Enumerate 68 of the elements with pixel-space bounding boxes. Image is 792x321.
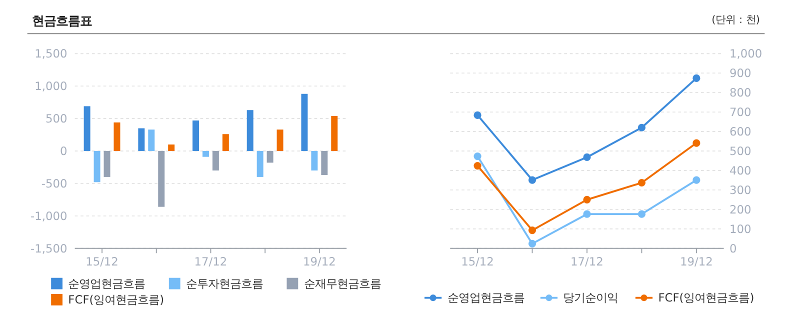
- legend-label: 순재무현금흐름: [304, 276, 381, 290]
- point: [692, 176, 700, 184]
- y-tick-label: 100: [730, 222, 752, 236]
- legend-label: 당기순이익: [563, 290, 618, 305]
- point: [638, 124, 646, 132]
- bar: [94, 151, 100, 182]
- bar: [276, 130, 284, 151]
- point: [638, 178, 646, 187]
- point: [528, 226, 536, 234]
- bar: [104, 151, 110, 177]
- x-tick-label: 19/12: [680, 254, 713, 268]
- point: [528, 176, 536, 184]
- point: [692, 74, 700, 82]
- x-tick-label: 15/12: [461, 254, 494, 268]
- y-tick-label: 400: [730, 163, 752, 178]
- y-tick-label: 1,000: [730, 46, 762, 61]
- point: [474, 111, 482, 119]
- bar: [202, 151, 209, 157]
- chart-title: 현금흐름표: [32, 14, 92, 28]
- y-tick-label: 900: [730, 66, 752, 80]
- bar: [311, 151, 318, 170]
- bar: [256, 151, 264, 177]
- point: [583, 196, 591, 204]
- text: (단위 : 천): [712, 14, 760, 26]
- bar: [246, 110, 254, 151]
- x-tick-label: 17/12: [570, 254, 604, 268]
- y-tick-label: 600: [730, 124, 752, 139]
- bar: [212, 151, 219, 170]
- bar: [331, 116, 338, 151]
- y-tick-label: -1,000: [30, 208, 68, 223]
- bar: [266, 151, 274, 163]
- legend-label: 순영업현금흐름: [68, 276, 146, 290]
- y-tick-label: 0: [730, 241, 737, 256]
- y-tick-label: 0: [60, 144, 68, 158]
- x-tick-label: 15/12: [86, 254, 118, 268]
- point: [638, 210, 646, 218]
- bar: [222, 134, 229, 151]
- bar: [301, 94, 308, 151]
- point: [692, 139, 700, 147]
- bar: [148, 130, 155, 151]
- y-tick-label: 500: [730, 144, 752, 158]
- bar: [158, 151, 165, 207]
- bar: [84, 106, 90, 151]
- y-tick-label: -500: [41, 176, 68, 190]
- legend-label: FCF(잉여현금흐름): [68, 292, 164, 306]
- point: [583, 210, 591, 218]
- x-tick-label: 17/12: [194, 254, 228, 268]
- bar: [168, 144, 175, 151]
- y-tick-label: 500: [45, 112, 68, 126]
- point: [583, 153, 591, 162]
- legend-label: FCF(잉여현금흐름): [658, 290, 754, 305]
- y-tick-label: 1,000: [34, 79, 68, 94]
- point: [474, 152, 482, 160]
- point: [474, 162, 482, 170]
- y-tick-label: 800: [730, 86, 752, 100]
- bar: [192, 120, 199, 151]
- point: [528, 240, 536, 248]
- bar: [114, 122, 120, 151]
- legend-label: 순투자현금흐름: [186, 276, 264, 290]
- y-tick-label: 200: [730, 202, 752, 216]
- bar: [321, 151, 328, 176]
- y-tick-label: 700: [730, 105, 752, 120]
- y-tick-label: 300: [730, 182, 752, 197]
- legend-label: 순영업현금흐름: [447, 290, 524, 305]
- x-tick-label: 19/12: [303, 254, 336, 268]
- y-tick-label: -1,500: [30, 241, 68, 256]
- y-tick-label: 1,500: [34, 46, 68, 61]
- bar: [138, 128, 145, 151]
